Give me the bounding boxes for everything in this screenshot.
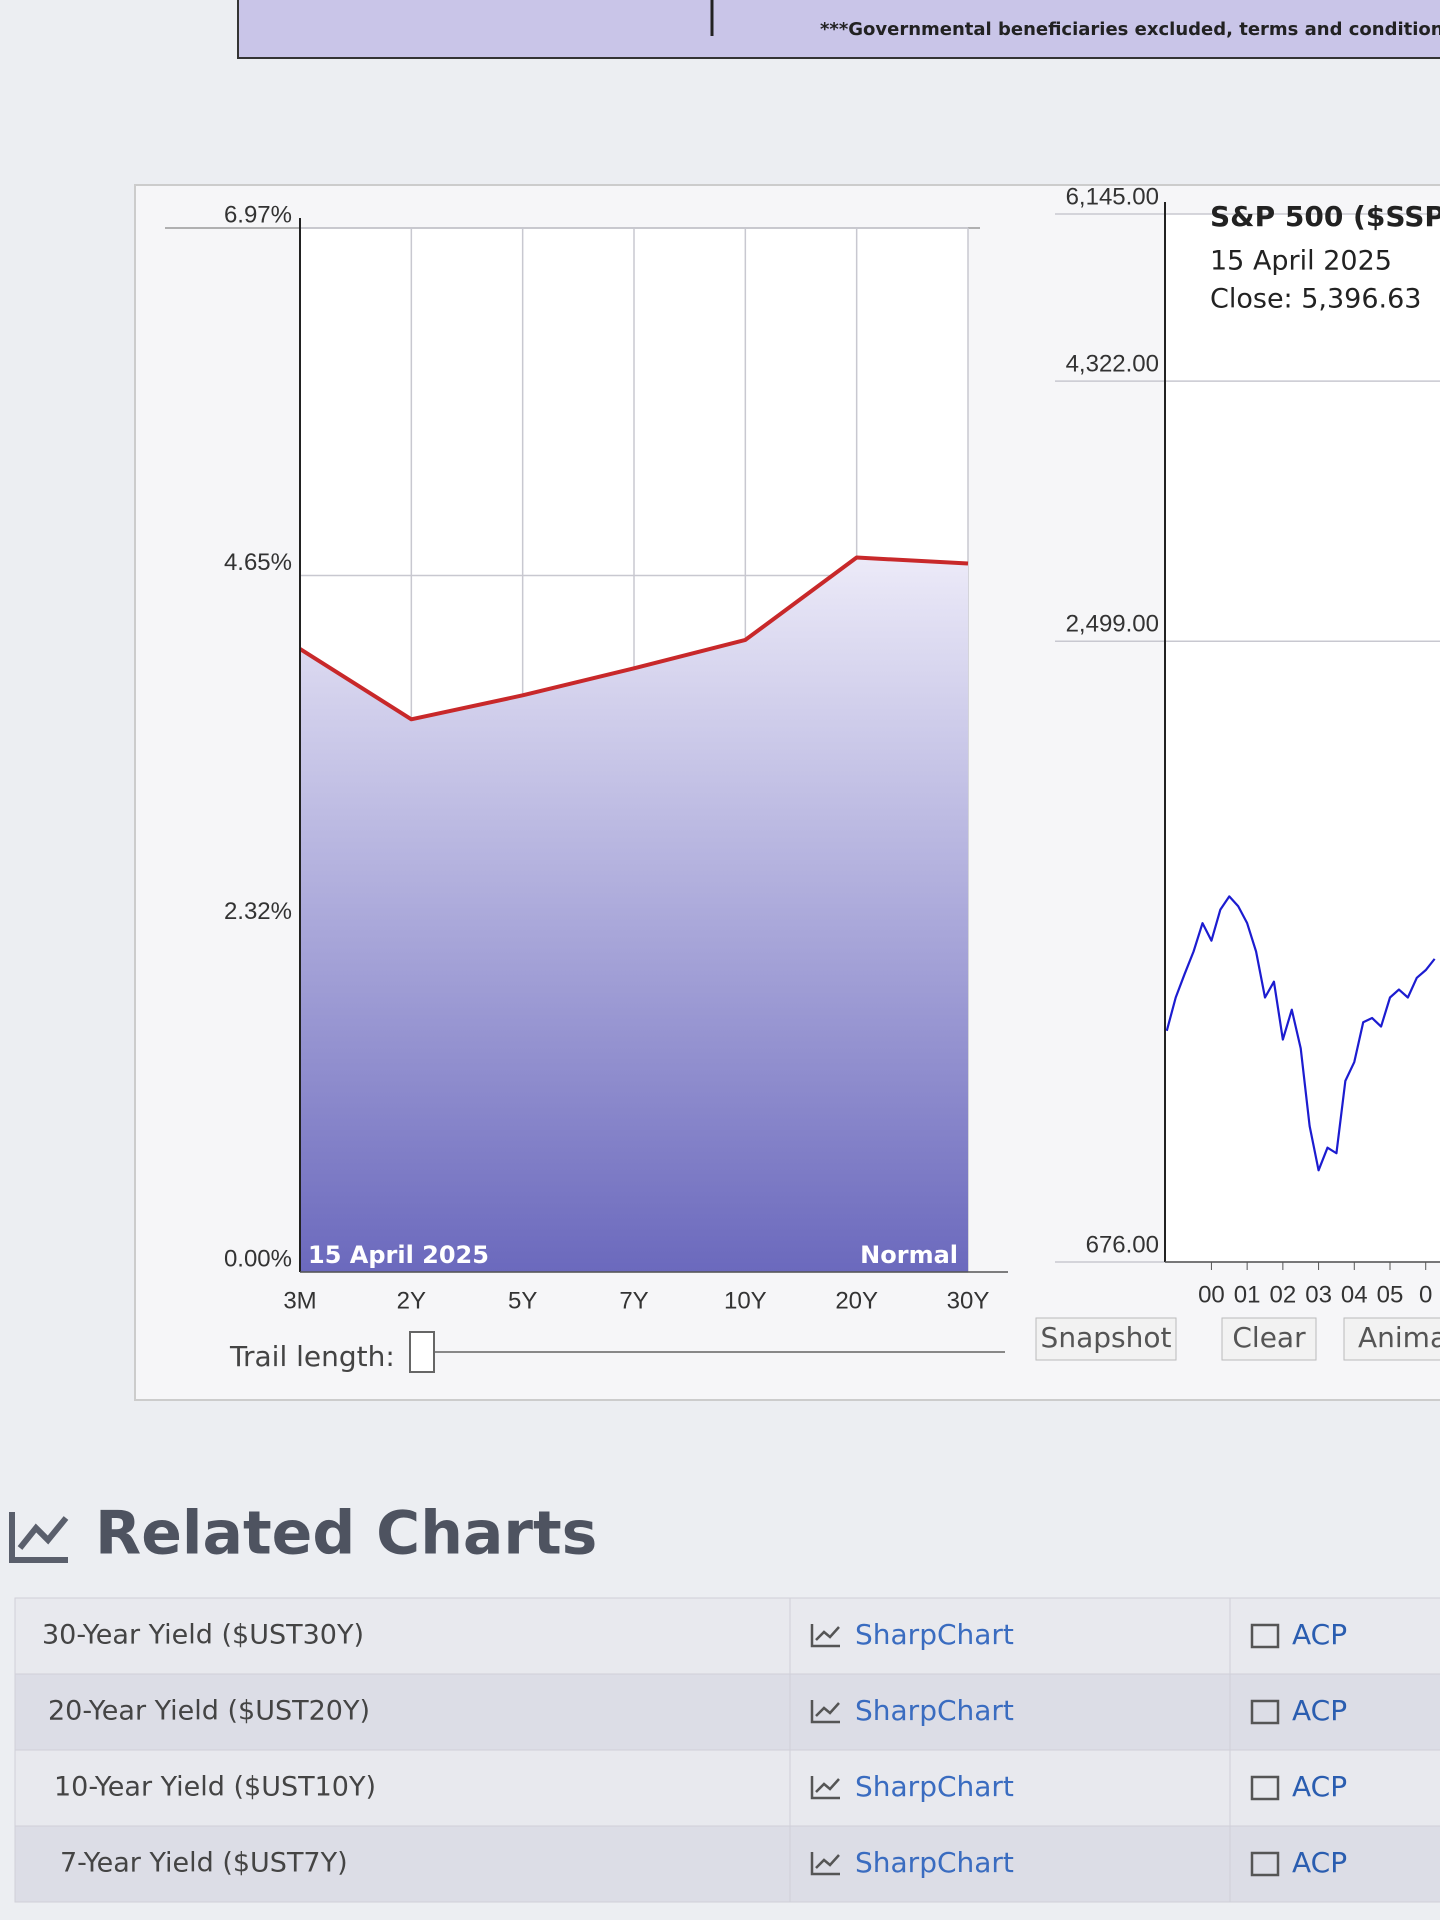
yield-area: [300, 557, 968, 1272]
acp-link[interactable]: ACP: [1292, 1694, 1347, 1727]
y-tick-label: 4.65%: [224, 549, 292, 576]
y-tick-label: 6.97%: [224, 201, 292, 228]
date-annotation: 15 April 2025: [308, 1241, 489, 1269]
animate-button[interactable]: [1343, 1317, 1440, 1361]
acp-link[interactable]: ACP: [1292, 1618, 1347, 1651]
x-tick-label: 7Y: [619, 1287, 648, 1314]
x-tick-label: 01: [1234, 1281, 1261, 1308]
related-charts-icon: [9, 1512, 69, 1563]
clear-button[interactable]: [1221, 1317, 1317, 1361]
x-tick-label: 5Y: [508, 1287, 537, 1314]
row-name: 30-Year Yield ($UST30Y): [42, 1620, 364, 1651]
related-charts-table: 30-Year Yield ($UST30Y) SharpChart ACP 20-Y…: [14, 1597, 1440, 1903]
y-tick-label: 0.00%: [224, 1245, 292, 1272]
x-tick-label: 20Y: [835, 1287, 878, 1314]
sharpchart-icon: [810, 1624, 840, 1648]
trail-length-label: Trail length:: [229, 1340, 395, 1373]
data-line: [1165, 895, 1436, 1172]
table-row: [14, 1597, 1440, 1675]
y-tick-label: 4,322.00: [1066, 350, 1159, 377]
acp-icon: [1250, 1623, 1280, 1649]
y-tick-label: 2,499.00: [1066, 611, 1159, 638]
row-name: 10-Year Yield ($UST10Y): [54, 1772, 376, 1803]
y-tick-label: 676.00: [1086, 1231, 1159, 1258]
row-name: 7-Year Yield ($UST7Y): [60, 1848, 348, 1879]
acp-link[interactable]: ACP: [1292, 1846, 1347, 1879]
data-line: [298, 555, 969, 722]
x-tick-label: 04: [1341, 1281, 1368, 1308]
sharpchart-link[interactable]: SharpChart: [855, 1618, 1014, 1651]
x-tick-label: 30Y: [947, 1287, 990, 1314]
close-annotation: Close: 5,396.63: [1210, 284, 1421, 315]
date-annotation: 15 April 2025: [1210, 246, 1392, 277]
sharpchart-icon: [810, 1852, 840, 1876]
spx-plot-area: [1165, 214, 1440, 1262]
sharpchart-icon: [810, 1776, 840, 1800]
acp-link[interactable]: ACP: [1292, 1770, 1347, 1803]
sharpchart-link[interactable]: SharpChart: [855, 1770, 1014, 1803]
x-tick-label: 03: [1305, 1281, 1332, 1308]
banner-text: ***Governmental beneficiaries excluded, …: [820, 19, 1440, 40]
table-row: [14, 1673, 1440, 1751]
x-tick-label: 3M: [283, 1287, 316, 1314]
y-tick-label: 6,145.00: [1066, 183, 1159, 210]
x-tick-label: 00: [1198, 1281, 1225, 1308]
buttons: Snapshot Clear Anima: [1035, 1317, 1440, 1361]
snapshot-button[interactable]: [1035, 1317, 1177, 1361]
snapshot-button-label[interactable]: Snapshot: [1041, 1321, 1172, 1354]
banner: [237, 0, 1440, 59]
chart-title: S&P 500 ($SSPX): [1210, 200, 1440, 233]
acp-icon: [1250, 1699, 1280, 1725]
clear-button-label[interactable]: Clear: [1232, 1321, 1306, 1354]
acp-icon: [1250, 1775, 1280, 1801]
row-name: 20-Year Yield ($UST20Y): [48, 1696, 370, 1727]
trail-slider-handle[interactable]: [409, 1331, 435, 1373]
x-tick-label: 0: [1419, 1281, 1432, 1308]
table-row: [14, 1825, 1440, 1903]
sharpchart-link[interactable]: SharpChart: [855, 1694, 1014, 1727]
sharpchart-link[interactable]: SharpChart: [855, 1846, 1014, 1879]
x-tick-label: 2Y: [397, 1287, 426, 1314]
sharpchart-icon: [810, 1700, 840, 1724]
x-tick-label: 02: [1270, 1281, 1297, 1308]
acp-icon: [1250, 1851, 1280, 1877]
charts: 0.00% 2.32% 4.65% 6.97% 3M 2Y 5Y 7Y 10Y 20Y 30Y 15 …: [165, 183, 1440, 1314]
related-charts-title: Related Charts: [95, 1499, 597, 1569]
curve-shape-annotation: Normal: [860, 1241, 958, 1269]
animate-button-label[interactable]: Anima: [1358, 1321, 1440, 1354]
x-tick-label: 10Y: [724, 1287, 767, 1314]
x-tick-label: 05: [1377, 1281, 1404, 1308]
y-tick-label: 2.32%: [224, 898, 292, 925]
